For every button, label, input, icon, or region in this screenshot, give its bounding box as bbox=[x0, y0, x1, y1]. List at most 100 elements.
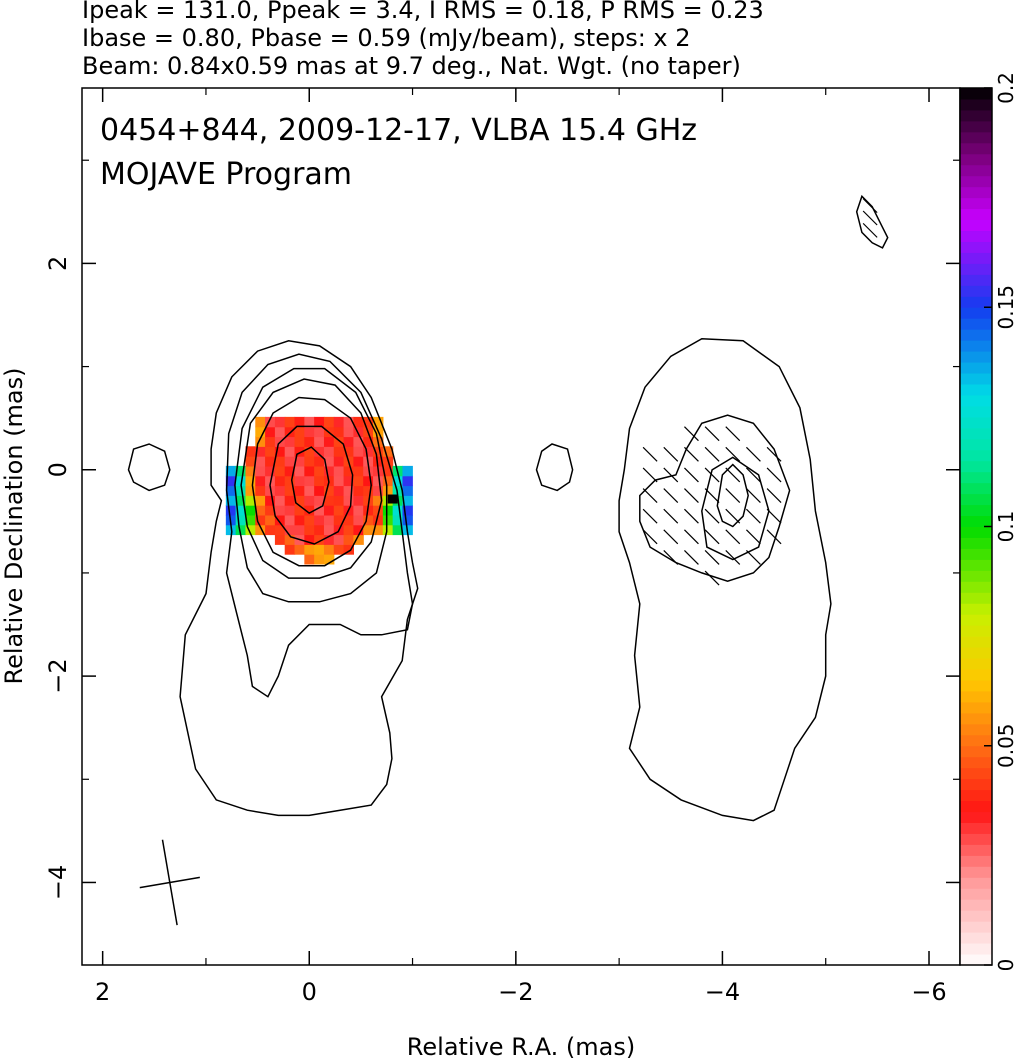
colorbar-tick-label: 0 bbox=[994, 959, 1018, 972]
pol-pixel bbox=[353, 485, 364, 496]
pol-pixel bbox=[255, 485, 266, 496]
pol-pixel bbox=[284, 544, 296, 555]
pol-pixel bbox=[392, 485, 404, 496]
pol-pixel bbox=[323, 456, 335, 467]
contour-line bbox=[269, 425, 354, 545]
pol-pixel bbox=[314, 485, 325, 496]
pol-pixel bbox=[284, 475, 296, 487]
colorbar-band bbox=[960, 625, 992, 637]
pol-pixel bbox=[373, 416, 384, 428]
pol-pixel bbox=[373, 485, 384, 496]
colorbar-band bbox=[960, 175, 992, 188]
evpa-tick bbox=[704, 529, 720, 545]
colorbar-band bbox=[960, 109, 992, 122]
pol-pixel bbox=[294, 446, 305, 457]
pol-pixel bbox=[274, 505, 286, 516]
pol-pixel bbox=[304, 544, 315, 555]
pol-pixel bbox=[314, 436, 325, 447]
pol-pixel bbox=[373, 495, 384, 506]
pol-pixel bbox=[353, 426, 364, 438]
colorbar: 0 0.05 0.1 0.15 0.2 bbox=[959, 72, 1018, 972]
beam-minor-axis bbox=[139, 876, 200, 889]
pol-pixel bbox=[265, 436, 276, 447]
x-tick-label: 0 bbox=[302, 978, 317, 1006]
pol-pixel bbox=[343, 416, 355, 428]
pol-pixel bbox=[343, 475, 355, 487]
pol-pixel bbox=[402, 475, 413, 487]
pol-pixel bbox=[284, 465, 296, 477]
pol-pixel bbox=[304, 426, 315, 438]
header-beam-line: Beam: 0.84x0.59 mas at 9.7 deg., Nat. Wg… bbox=[82, 52, 741, 80]
colorbar-band bbox=[960, 241, 992, 253]
evpa-tick bbox=[745, 446, 761, 462]
evpa-tick bbox=[642, 508, 658, 524]
pol-pixel bbox=[353, 465, 364, 477]
pol-pixel bbox=[353, 505, 364, 516]
pol-pixel bbox=[392, 475, 404, 487]
contour-line bbox=[225, 353, 414, 698]
colorbar-tick-label: 0.1 bbox=[994, 511, 1018, 543]
pol-pixel bbox=[343, 426, 355, 438]
evpa-tick bbox=[642, 446, 658, 462]
pol-pixel bbox=[255, 456, 266, 467]
contour-line bbox=[251, 396, 372, 567]
colorbar-band bbox=[960, 230, 992, 242]
pol-pixel bbox=[265, 465, 276, 477]
fractional-polarization-overlay bbox=[225, 416, 413, 565]
pol-pixel bbox=[274, 465, 286, 477]
pol-pixel bbox=[225, 485, 237, 496]
pol-pixel bbox=[373, 505, 384, 516]
y-tick-label: −2 bbox=[44, 658, 72, 693]
polarization-hatching bbox=[642, 198, 878, 586]
pol-pixel bbox=[245, 456, 256, 467]
pol-pixel bbox=[353, 456, 364, 467]
evpa-tick bbox=[684, 467, 699, 483]
pol-pixel bbox=[402, 514, 413, 526]
colorbar-band bbox=[960, 449, 992, 462]
colorbar-band bbox=[960, 669, 992, 681]
pol-pixel bbox=[304, 524, 315, 536]
pol-pixel bbox=[294, 524, 305, 536]
evpa-tick bbox=[642, 529, 658, 545]
colorbar-band bbox=[960, 471, 992, 484]
colorbar-band bbox=[960, 274, 992, 286]
colorbar-band bbox=[960, 537, 992, 549]
pol-pixel bbox=[255, 426, 266, 438]
pol-pixel bbox=[323, 416, 335, 428]
plot-title-source: 0454+844, 2009-12-17, VLBA 15.4 GHz bbox=[100, 113, 697, 148]
pol-pixel bbox=[333, 505, 345, 516]
pol-pixel bbox=[294, 475, 305, 487]
pol-pixel bbox=[245, 495, 256, 506]
plot-frame bbox=[81, 87, 961, 966]
pol-pixel bbox=[304, 534, 315, 545]
evpa-tick bbox=[684, 529, 699, 545]
evpa-tick bbox=[725, 426, 741, 442]
pol-pixel bbox=[294, 514, 305, 526]
pol-pixel bbox=[255, 495, 266, 506]
evpa-tick bbox=[704, 508, 720, 524]
colorbar-band bbox=[960, 745, 992, 758]
evpa-tick bbox=[663, 446, 679, 462]
evpa-tick bbox=[766, 488, 782, 503]
pol-pixel bbox=[284, 514, 296, 526]
pol-pixel bbox=[333, 426, 345, 438]
plot-title-program: MOJAVE Program bbox=[100, 157, 352, 192]
contour-line bbox=[701, 456, 770, 561]
pol-pixel bbox=[294, 485, 305, 496]
contour-line bbox=[290, 446, 330, 514]
pol-pixel bbox=[225, 495, 237, 506]
pol-pixel bbox=[284, 495, 296, 506]
pol-pixel bbox=[402, 495, 413, 506]
colorbar-band bbox=[960, 482, 992, 495]
colorbar-band bbox=[960, 614, 992, 626]
evpa-tick bbox=[745, 550, 761, 565]
beam-ellipse-marker bbox=[139, 839, 200, 926]
contour-line bbox=[127, 443, 171, 492]
pol-pixel bbox=[402, 465, 413, 477]
axes: 2 0 −2 −4 −6 −4 −2 0 2 bbox=[44, 88, 960, 1006]
pol-pixel bbox=[274, 534, 286, 545]
pol-pixel bbox=[265, 426, 276, 438]
pol-pixel bbox=[382, 446, 394, 457]
colorbar-band bbox=[960, 658, 992, 670]
pol-pixel bbox=[265, 446, 276, 457]
